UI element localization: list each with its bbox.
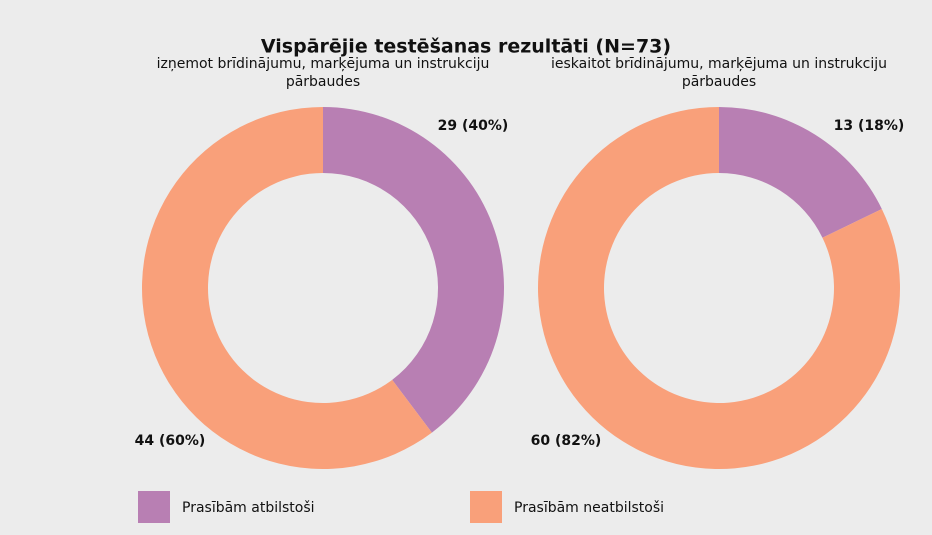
- donut-slice: [323, 107, 505, 433]
- data-label: 29 (40%): [438, 118, 509, 134]
- legend-swatch: [470, 491, 502, 523]
- data-label: 60 (82%): [531, 433, 602, 449]
- subtitle: izņemot brīdinājumu, marķējuma un instru…: [156, 56, 490, 90]
- donut-slice: [538, 107, 901, 469]
- subtitle: ieskaitot brīdinājumu, marķējuma un inst…: [550, 56, 887, 90]
- legend-label: Prasībām neatbilstoši: [514, 500, 664, 516]
- legend-swatch: [138, 491, 170, 523]
- legend-label: Prasībām atbilstoši: [182, 500, 315, 516]
- donut-slice: [719, 107, 882, 238]
- data-label: 13 (18%): [834, 118, 905, 134]
- data-label: 44 (60%): [135, 433, 206, 449]
- donut-slice: [141, 107, 432, 469]
- chart-title: Vispārējie testēšanas rezultāti (N=73): [261, 36, 671, 58]
